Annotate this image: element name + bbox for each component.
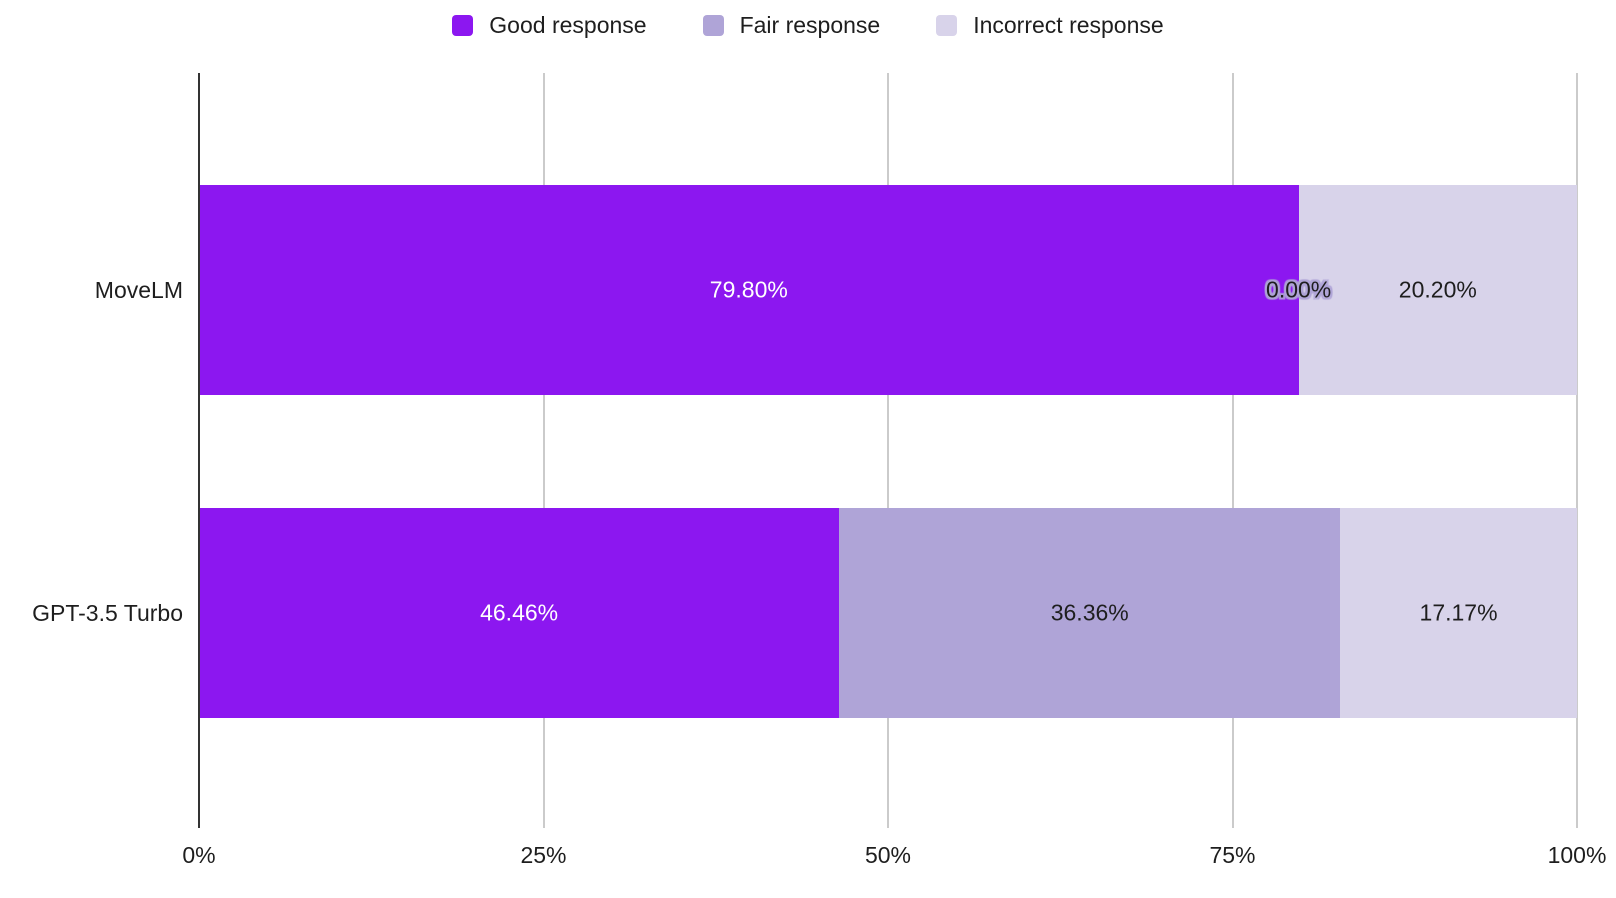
bar-value-label: 0.00% [1266,276,1332,303]
gridline [1231,73,1234,828]
bar-segment-fair[interactable] [839,508,1341,718]
category-label-movelm: MoveLM [94,277,183,303]
legend-item-incorrect-response[interactable]: Incorrect response [936,12,1164,39]
y-axis-line [198,73,200,828]
x-tick-label-0: 0% [182,842,216,868]
gridline [542,73,545,828]
legend-item-good-response[interactable]: Good response [452,12,647,39]
bar-segment-good[interactable] [199,508,840,718]
x-tick-label-75: 75% [1209,842,1256,868]
legend-swatch-incorrect-response-icon [936,15,958,36]
bar-value-label: 17.17% [1419,599,1498,626]
x-tick-label-25: 25% [520,842,567,868]
bar-segment-incorrect[interactable] [1298,185,1577,395]
legend-swatch-fair-response-icon [702,15,724,36]
legend-label-good-response: Good response [489,12,647,38]
bar-value-label: 20.20% [1398,276,1477,303]
legend-item-fair-response[interactable]: Fair response [702,12,881,39]
bar-value-label: 46.46% [480,599,559,626]
legend-swatch-good-response-icon [452,15,474,36]
x-tick-label-50: 50% [864,842,912,868]
x-tick-label-100: 100% [1547,842,1607,868]
plot-area: 79.80% 0.00% 20.20% 46.46% 36.36% 17.17% [198,73,1578,828]
bar-value-label: 79.80% [709,276,788,303]
category-label-gpt35-turbo: GPT-3.5 Turbo [32,600,183,626]
bar-segment-good[interactable] [199,185,1299,395]
bar-segment-incorrect[interactable] [1340,508,1577,718]
bar-row-movelm: 79.80% 0.00% 20.20% [199,185,1577,395]
legend-label-incorrect-response: Incorrect response [973,12,1164,38]
bar-row-gpt35-turbo: 46.46% 36.36% 17.17% [199,508,1577,718]
chart-legend: Good response Fair response Incorrect re… [0,12,1616,39]
bar-value-label: 36.36% [1050,599,1129,626]
gridline [887,73,889,828]
legend-label-fair-response: Fair response [739,12,881,38]
gridline [1576,73,1578,828]
